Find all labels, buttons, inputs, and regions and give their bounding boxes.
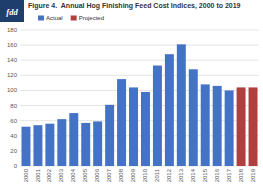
bar <box>57 119 66 166</box>
y-axis: 0 20 40 60 80 100 120 140 160 180 <box>7 27 259 169</box>
grid-line <box>20 45 259 46</box>
bar <box>153 66 162 166</box>
bar <box>249 87 258 166</box>
grid-line <box>20 150 259 151</box>
grid-line <box>20 75 259 76</box>
bar <box>225 90 234 166</box>
bar <box>33 125 42 166</box>
bar <box>117 79 126 166</box>
x-tick-label: 2001 <box>35 168 41 182</box>
grid-line <box>20 105 259 106</box>
x-tick-label: 2013 <box>178 168 184 182</box>
x-tick-label: 2009 <box>130 168 136 182</box>
x-tick-label: 2004 <box>70 168 76 182</box>
chart: fdd Figure 4. Annual Hog Finishing Feed C… <box>0 0 263 191</box>
y-tick-label: 140 <box>7 57 18 63</box>
x-tick-label: 2011 <box>154 168 160 182</box>
legend-swatch <box>38 16 44 21</box>
y-tick-label: 160 <box>7 42 18 48</box>
y-tick-label: 100 <box>7 87 18 93</box>
x-tick-label: 2006 <box>94 168 100 182</box>
grid-line <box>20 30 259 31</box>
y-tick-label: 40 <box>10 133 17 139</box>
bar <box>129 87 138 166</box>
badge-text: fdd <box>6 7 18 17</box>
y-tick-label: 20 <box>10 148 17 154</box>
x-tick-label: 2019 <box>250 168 256 182</box>
bar <box>165 54 174 166</box>
bar <box>45 124 54 166</box>
y-tick-label: 180 <box>7 27 18 33</box>
x-tick-label: 2002 <box>46 168 52 182</box>
bar <box>93 121 102 166</box>
title: Figure 4. Annual Hog Finishing Feed Cost… <box>28 2 241 10</box>
x-tick-label: 2010 <box>142 168 148 182</box>
bar <box>201 84 210 166</box>
x-tick-label: 2003 <box>58 168 64 182</box>
grid-line <box>20 60 259 61</box>
y-tick-label: 60 <box>10 118 17 124</box>
x-tick-label: 2000 <box>23 168 29 182</box>
bar <box>81 123 90 166</box>
bar <box>237 87 246 166</box>
grid-line <box>20 120 259 121</box>
badge <box>0 0 24 22</box>
bar <box>189 69 198 166</box>
x-tick-label: 2017 <box>226 168 232 182</box>
bar <box>105 105 114 166</box>
bar <box>69 113 78 166</box>
bars <box>21 44 257 166</box>
x-axis: 2000 2001 2002 2003 2004 2005 2006 2007 2008 2009… <box>23 168 256 182</box>
x-tick-label: 2008 <box>118 168 124 182</box>
x-tick-label: 2007 <box>106 168 112 182</box>
x-tick-label: 2018 <box>238 168 244 182</box>
legend-label: Projected <box>79 15 104 21</box>
x-tick-label: 2016 <box>214 168 220 182</box>
y-tick-label: 0 <box>14 163 18 169</box>
y-tick-label: 80 <box>10 103 17 109</box>
grid-line <box>20 90 259 91</box>
bar <box>177 44 186 166</box>
legend: Actual Projected <box>38 15 104 21</box>
grid-line <box>20 135 259 136</box>
bar <box>213 86 222 166</box>
legend-label: Actual <box>46 15 63 21</box>
x-tick-label: 2014 <box>190 168 196 182</box>
bar <box>141 92 150 166</box>
legend-swatch <box>71 16 77 21</box>
y-tick-label: 120 <box>7 72 18 78</box>
grid-line <box>20 166 259 167</box>
x-tick-label: 2005 <box>82 168 88 182</box>
x-tick-label: 2012 <box>166 168 172 182</box>
x-tick-label: 2015 <box>202 168 208 182</box>
bar <box>21 127 30 166</box>
